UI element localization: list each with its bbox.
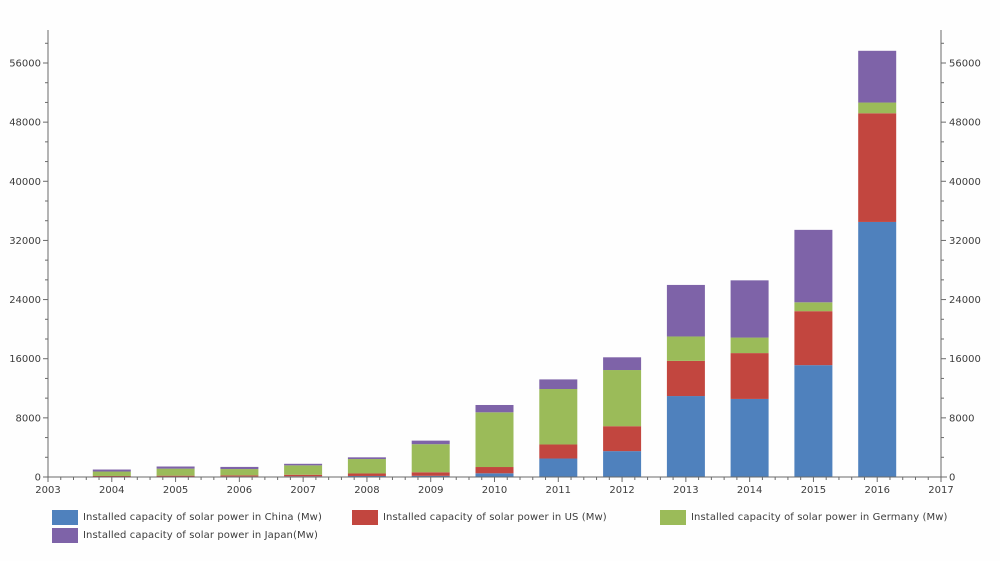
bar-2004-series3	[92, 469, 131, 472]
legend-label-germany: Installed capacity of solar power in Ger…	[691, 511, 948, 523]
bar-2010-series2	[475, 412, 514, 468]
x-tick-label: 2010	[482, 485, 507, 496]
y-tick-label-left: 0	[35, 473, 41, 484]
y-tick-label-right: 0	[949, 473, 955, 484]
x-tick-label: 2016	[864, 485, 889, 496]
bar-2010-series0	[475, 473, 514, 477]
bar-2007-series3	[284, 463, 323, 466]
x-tick-label: 2014	[737, 485, 762, 496]
y-tick-label-right: 24000	[949, 295, 981, 306]
bar-2013-series3	[666, 284, 705, 337]
bar-2009-series0	[411, 475, 450, 477]
bar-2013-series2	[666, 336, 705, 361]
bar-2014-series1	[730, 353, 769, 399]
bar-2007-series2	[284, 465, 323, 475]
legend-swatch-germany	[660, 509, 686, 525]
bar-2015-series3	[794, 229, 833, 303]
y-tick-label-left: 48000	[9, 118, 41, 129]
legend-label-japan: Installed capacity of solar power in Jap…	[83, 529, 318, 541]
y-tick-label-left: 32000	[9, 236, 41, 247]
bar-2010-series1	[475, 467, 514, 474]
bar-2012-series1	[603, 426, 642, 452]
bar-2014-series2	[730, 337, 769, 354]
bar-2013-series1	[666, 360, 705, 397]
bar-2008-series0	[347, 475, 386, 477]
bar-2009-series1	[411, 472, 450, 476]
bar-2015-series0	[794, 365, 833, 477]
y-tick-label-right: 32000	[949, 236, 981, 247]
bar-2016-series0	[858, 221, 897, 477]
legend-swatch-japan	[52, 527, 78, 543]
x-tick-label: 2008	[354, 485, 379, 496]
legend-swatch-china	[52, 509, 78, 525]
bar-2016-series1	[858, 113, 897, 222]
bar-2012-series2	[603, 370, 642, 427]
x-tick-label: 2017	[928, 485, 953, 496]
stacked-bar-chart-plot: 0 0 8000 8000 16000 16000 24000 24000 32000 32000…	[9, 30, 981, 496]
y-tick-label-left: 40000	[9, 177, 41, 188]
legend-swatch-us	[352, 509, 378, 525]
bar-2013-series0	[666, 396, 705, 477]
legend-item-us: Installed capacity of solar power in US …	[352, 509, 607, 525]
y-tick-label-left: 8000	[16, 413, 41, 424]
legend-item-germany: Installed capacity of solar power in Ger…	[660, 509, 948, 525]
legend-item-china: Installed capacity of solar power in Chi…	[52, 509, 322, 525]
y-tick-label-right: 8000	[949, 413, 974, 424]
x-tick-label: 2006	[227, 485, 252, 496]
bar-2014-series0	[730, 398, 769, 477]
bar-2008-series2	[347, 459, 386, 474]
x-tick-label: 2013	[673, 485, 698, 496]
bar-2006-series1	[220, 475, 259, 477]
bar-2005-series3	[156, 466, 195, 469]
bar-2015-series1	[794, 311, 833, 366]
bar-2012-series3	[603, 357, 642, 371]
legend-item-japan: Installed capacity of solar power in Jap…	[52, 527, 318, 543]
bar-2006-series3	[220, 466, 259, 470]
x-tick-label: 2004	[99, 485, 124, 496]
y-tick-label-left: 24000	[9, 295, 41, 306]
bar-2016-series2	[858, 102, 897, 114]
x-tick-label: 2015	[801, 485, 826, 496]
y-tick-label-right: 16000	[949, 354, 981, 365]
bar-2015-series2	[794, 302, 833, 312]
bar-2007-series1	[284, 474, 323, 477]
bar-2016-series3	[858, 50, 897, 103]
y-tick-label-right: 40000	[949, 177, 981, 188]
bar-2012-series0	[603, 451, 642, 478]
bar-2006-series2	[220, 469, 259, 476]
bar-2011-series0	[539, 458, 578, 477]
x-tick-label: 2009	[418, 485, 443, 496]
bar-2004-series2	[92, 471, 131, 476]
bar-2009-series3	[411, 440, 450, 445]
legend-label-us: Installed capacity of solar power in US …	[383, 511, 607, 523]
x-tick-label: 2012	[609, 485, 634, 496]
legend-label-china: Installed capacity of solar power in Chi…	[83, 511, 322, 523]
y-tick-label-right: 48000	[949, 118, 981, 129]
x-tick-label: 2003	[35, 485, 60, 496]
bar-2008-series1	[347, 473, 386, 476]
bar-2014-series3	[730, 280, 769, 338]
bar-2011-series3	[539, 379, 578, 390]
y-tick-label-left: 56000	[9, 59, 41, 70]
x-tick-label: 2005	[163, 485, 188, 496]
bar-2004-series1	[92, 475, 131, 477]
bar-2005-series2	[156, 468, 195, 476]
y-tick-label-left: 16000	[9, 354, 41, 365]
x-tick-label: 2011	[546, 485, 571, 496]
bar-2005-series1	[156, 475, 195, 477]
bar-2010-series3	[475, 404, 514, 413]
bar-2008-series3	[347, 457, 386, 460]
x-tick-label: 2007	[290, 485, 315, 496]
y-tick-label-right: 56000	[949, 59, 981, 70]
bar-2011-series1	[539, 444, 578, 459]
bar-2009-series2	[411, 444, 450, 473]
bar-2011-series2	[539, 389, 578, 445]
